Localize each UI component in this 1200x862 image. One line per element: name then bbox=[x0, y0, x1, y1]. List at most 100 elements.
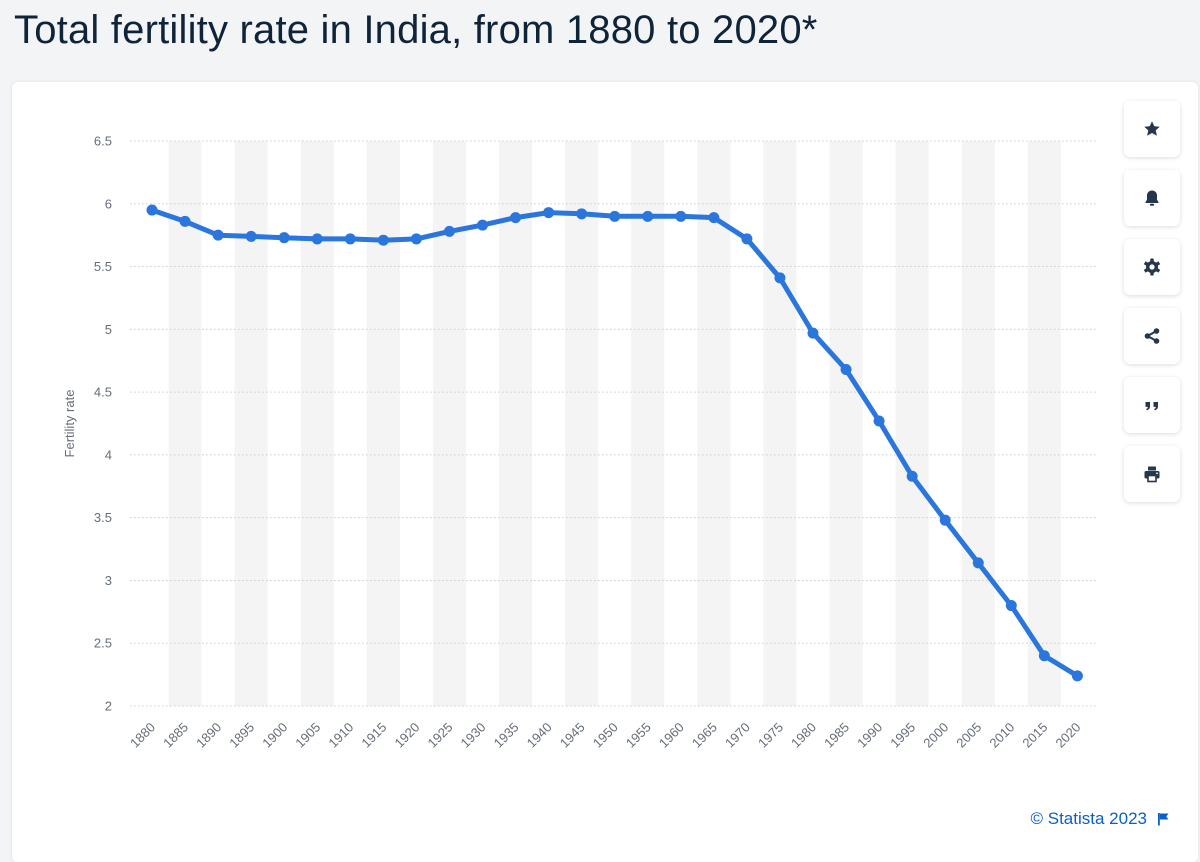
x-axis-ticks: 1880 1885 1890 1895 1900 1905 1910 1915 1920 1925… bbox=[127, 720, 1083, 751]
data-points bbox=[146, 204, 1083, 682]
x-tick-label: 1990 bbox=[854, 720, 885, 751]
background-band bbox=[565, 141, 599, 706]
y-tick-label: 3 bbox=[105, 573, 112, 588]
x-tick-label: 1885 bbox=[160, 720, 191, 751]
x-tick-label: 1950 bbox=[590, 720, 621, 751]
x-tick-label: 1915 bbox=[358, 720, 389, 751]
data-point[interactable] bbox=[1071, 670, 1083, 682]
x-tick-label: 1945 bbox=[557, 720, 588, 751]
background-band bbox=[300, 141, 334, 706]
data-point[interactable] bbox=[278, 232, 290, 244]
x-tick-label: 1935 bbox=[491, 720, 522, 751]
x-tick-label: 2015 bbox=[1019, 720, 1050, 751]
data-point[interactable] bbox=[609, 210, 621, 222]
bell-icon bbox=[1145, 190, 1159, 206]
data-point[interactable] bbox=[840, 364, 852, 376]
data-point[interactable] bbox=[675, 210, 687, 222]
background-band bbox=[631, 141, 665, 706]
data-point[interactable] bbox=[972, 557, 984, 569]
x-tick-label: 1920 bbox=[391, 720, 422, 751]
background-band bbox=[432, 141, 466, 706]
x-tick-label: 1965 bbox=[689, 720, 720, 751]
credit-text[interactable]: © Statista 2023 bbox=[1030, 809, 1148, 828]
y-tick-label: 6 bbox=[105, 196, 112, 211]
data-point[interactable] bbox=[311, 233, 323, 245]
data-point[interactable] bbox=[477, 219, 488, 231]
y-tick-label: 5.5 bbox=[94, 259, 112, 274]
data-point[interactable] bbox=[873, 415, 885, 427]
chart-card bbox=[12, 82, 1198, 862]
x-tick-label: 1895 bbox=[226, 720, 257, 751]
data-point[interactable] bbox=[576, 208, 588, 220]
background-band bbox=[763, 141, 797, 706]
x-tick-label: 1975 bbox=[755, 720, 786, 751]
series-line bbox=[149, 207, 1080, 679]
data-point[interactable] bbox=[807, 327, 819, 339]
star-icon bbox=[1144, 121, 1160, 136]
gridlines bbox=[130, 140, 1098, 707]
statista-credit[interactable]: © Statista 2023 bbox=[1031, 809, 1171, 829]
notification-button[interactable] bbox=[1124, 170, 1180, 226]
settings-button[interactable] bbox=[1124, 239, 1180, 295]
data-point[interactable] bbox=[642, 210, 654, 222]
background-band bbox=[499, 141, 533, 706]
x-tick-label: 1890 bbox=[193, 720, 224, 751]
favorite-button[interactable] bbox=[1124, 101, 1180, 157]
background-band bbox=[829, 141, 863, 706]
x-tick-label: 1925 bbox=[425, 720, 456, 751]
x-tick-label: 1995 bbox=[887, 720, 918, 751]
x-tick-label: 1910 bbox=[325, 720, 356, 751]
cite-button[interactable] bbox=[1124, 377, 1180, 433]
x-tick-label: 1970 bbox=[722, 720, 753, 751]
x-tick-label: 1960 bbox=[656, 720, 687, 751]
print-button[interactable] bbox=[1124, 446, 1180, 502]
background-band bbox=[1027, 141, 1061, 706]
x-tick-label: 1955 bbox=[623, 720, 654, 751]
flag-icon[interactable] bbox=[1157, 812, 1170, 826]
y-tick-label: 6.5 bbox=[94, 134, 112, 149]
y-tick-label: 5 bbox=[105, 322, 112, 337]
data-point[interactable] bbox=[443, 225, 455, 237]
data-point[interactable] bbox=[245, 230, 257, 242]
x-tick-label: 1905 bbox=[292, 720, 323, 751]
data-point[interactable] bbox=[410, 233, 422, 245]
data-point[interactable] bbox=[1038, 650, 1050, 662]
y-tick-label: 4 bbox=[105, 447, 112, 462]
data-point[interactable] bbox=[179, 215, 191, 227]
y-tick-label: 2 bbox=[105, 699, 112, 714]
x-tick-label: 1900 bbox=[259, 720, 290, 751]
background-band bbox=[168, 141, 202, 706]
y-tick-label: 2.5 bbox=[94, 636, 112, 651]
data-point[interactable] bbox=[939, 514, 951, 526]
share-icon bbox=[1144, 328, 1160, 344]
background-band bbox=[895, 141, 929, 706]
data-point[interactable] bbox=[146, 204, 158, 216]
data-point[interactable] bbox=[543, 207, 555, 219]
y-tick-label: 4.5 bbox=[94, 385, 112, 400]
x-tick-label: 1930 bbox=[458, 720, 489, 751]
data-point[interactable] bbox=[212, 229, 224, 241]
line-chart: 22.533.544.555.566.5 1880 1885 1890 1895 190… bbox=[62, 134, 1098, 751]
data-point[interactable] bbox=[344, 233, 356, 245]
data-point[interactable] bbox=[906, 470, 918, 482]
x-tick-label: 2020 bbox=[1052, 720, 1083, 751]
data-point[interactable] bbox=[510, 212, 522, 224]
x-tick-label: 1985 bbox=[821, 720, 852, 751]
quote-icon bbox=[1145, 402, 1158, 411]
data-point[interactable] bbox=[377, 234, 389, 246]
y-axis-title: Fertility rate bbox=[62, 390, 77, 458]
page-title: Total fertility rate in India, from 1880… bbox=[14, 8, 818, 52]
y-axis-ticks: 2 2.5 3 3.5 4 4.5 5 5.5 6 6.5 bbox=[94, 134, 112, 714]
x-tick-label: 1880 bbox=[127, 720, 158, 751]
data-point[interactable] bbox=[774, 272, 786, 284]
x-tick-label: 2005 bbox=[953, 720, 984, 751]
x-tick-label: 2000 bbox=[920, 720, 951, 751]
data-point[interactable] bbox=[741, 233, 753, 245]
share-button[interactable] bbox=[1124, 308, 1180, 364]
data-point[interactable] bbox=[1005, 600, 1017, 612]
x-tick-label: 2010 bbox=[986, 720, 1017, 751]
background-band bbox=[697, 141, 731, 706]
background-band bbox=[234, 141, 268, 706]
data-point[interactable] bbox=[708, 212, 720, 224]
background-band bbox=[961, 141, 995, 706]
